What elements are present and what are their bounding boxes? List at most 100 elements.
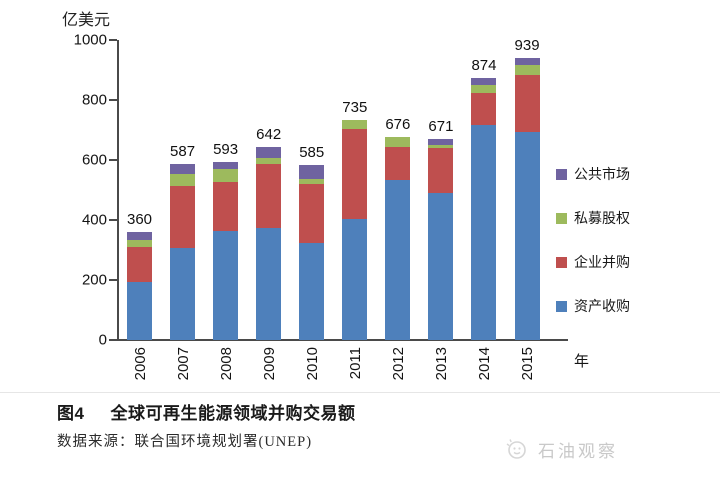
bar-segment-资产收购 <box>385 179 411 340</box>
bar-segment-私募股权 <box>385 137 411 148</box>
bar-total-label: 642 <box>256 126 282 144</box>
bar-segment-企业并购 <box>342 129 368 219</box>
legend-item: 企业并购 <box>556 252 630 272</box>
y-tick-label: 400 <box>81 211 107 229</box>
y-axis-title: 亿美元 <box>62 12 111 29</box>
bar-segment-资产收购 <box>342 218 368 340</box>
legend: 公共市场私募股权企业并购资产收购 <box>556 164 630 316</box>
legend-label: 私募股权 <box>574 210 630 226</box>
bar-segment-资产收购 <box>127 282 152 340</box>
bar-segment-私募股权 <box>342 119 368 130</box>
bar-segment-资产收购 <box>471 125 497 340</box>
bar-segment-资产收购 <box>299 243 325 340</box>
bar-segment-资产收购 <box>514 132 540 340</box>
y-tick-mark <box>109 279 117 281</box>
legend-label: 企业并购 <box>574 254 630 270</box>
x-tick-label: 2012 <box>389 347 407 381</box>
bar-column: 360 <box>127 211 152 340</box>
x-tick-label: 2007 <box>174 347 192 381</box>
bar-segment-企业并购 <box>170 186 196 248</box>
legend-item: 私募股权 <box>556 208 630 228</box>
bar-segment-企业并购 <box>428 148 454 194</box>
bar-column: 735 <box>342 99 368 340</box>
bar-segment-私募股权 <box>299 178 325 184</box>
bar-total-label: 585 <box>299 143 325 161</box>
legend-label: 资产收购 <box>574 298 630 314</box>
bar-total-label: 671 <box>428 117 454 135</box>
bar-segment-企业并购 <box>299 183 325 244</box>
bar-segment-公共市场 <box>514 58 540 65</box>
bar-segment-私募股权 <box>213 168 239 182</box>
bar-total-label: 874 <box>471 56 497 74</box>
section-divider <box>0 392 720 393</box>
plot-area: 年 0 200 400 600 800 1000 2006 360 2007 587 2008 593… <box>74 32 589 381</box>
y-tick-mark <box>109 99 117 101</box>
bar-column: 585 <box>299 144 325 340</box>
y-tick-label: 200 <box>81 271 107 289</box>
figure-title: 全球可再生能源领域并购交易额 <box>110 404 356 423</box>
bar-segment-私募股权 <box>514 64 540 75</box>
bar-segment-公共市场 <box>428 138 454 145</box>
bar-segment-私募股权 <box>170 174 196 187</box>
legend-item: 公共市场 <box>556 164 630 184</box>
data-source-note: 数据来源：联合国环境规划署(UNEP) <box>57 434 313 450</box>
x-tick-label: 2010 <box>303 347 321 381</box>
bar-segment-资产收购 <box>170 247 196 340</box>
y-tick-mark <box>109 339 117 341</box>
bar-segment-私募股权 <box>256 157 282 165</box>
bar-segment-企业并购 <box>213 181 239 232</box>
x-tick-label: 2009 <box>260 347 278 381</box>
y-axis-line <box>117 40 119 340</box>
bar-segment-公共市场 <box>256 147 282 158</box>
sun-face-doodle-icon <box>503 436 529 462</box>
bar-segment-资产收购 <box>213 231 239 340</box>
bar-total-label: 735 <box>342 98 368 116</box>
watermark: 石油观察 <box>503 436 618 462</box>
bar-segment-公共市场 <box>127 232 152 241</box>
watermark-text: 石油观察 <box>538 441 618 461</box>
bar-segment-企业并购 <box>127 247 152 283</box>
bar-column: 642 <box>256 126 282 340</box>
bar-column: 874 <box>471 57 497 340</box>
x-axis-line <box>112 339 568 341</box>
bar-segment-私募股权 <box>428 144 454 149</box>
bar-segment-企业并购 <box>514 74 540 133</box>
bar-column: 671 <box>428 118 454 340</box>
bar-total-label: 593 <box>213 141 239 159</box>
bar-segment-私募股权 <box>127 240 152 248</box>
bar-segment-资产收购 <box>428 193 454 340</box>
y-tick-label: 800 <box>81 91 107 109</box>
legend-swatch <box>556 300 567 312</box>
bar-segment-资产收购 <box>256 227 282 340</box>
x-tick-label: 2014 <box>475 347 493 381</box>
y-tick-mark <box>109 219 117 221</box>
legend-swatch <box>556 256 567 268</box>
y-tick-label: 0 <box>98 331 107 349</box>
x-tick-label: 2006 <box>131 347 149 381</box>
y-tick-label: 1000 <box>73 31 107 49</box>
bar-segment-公共市场 <box>299 164 325 179</box>
x-tick-label: 2011 <box>346 347 364 380</box>
bar-segment-私募股权 <box>471 85 497 93</box>
legend-swatch <box>556 212 567 224</box>
legend-item: 资产收购 <box>556 296 630 316</box>
y-tick-mark <box>109 39 117 41</box>
bar-total-label: 587 <box>170 142 196 160</box>
figure-caption: 图4 全球可再生能源领域并购交易额 <box>57 399 355 424</box>
bar-segment-企业并购 <box>471 92 497 126</box>
bar-segment-企业并购 <box>385 147 411 180</box>
legend-swatch <box>556 168 567 180</box>
bar-column: 939 <box>514 37 540 340</box>
bar-total-label: 676 <box>385 116 411 134</box>
y-tick-mark <box>109 159 117 161</box>
figure-number: 图4 <box>57 404 85 423</box>
bar-segment-公共市场 <box>170 163 196 175</box>
bar-segment-企业并购 <box>256 164 282 228</box>
bar-total-label: 939 <box>514 37 540 55</box>
y-tick-label: 600 <box>81 151 107 169</box>
legend-label: 公共市场 <box>574 166 630 182</box>
bar-column: 593 <box>213 141 239 340</box>
bar-segment-公共市场 <box>471 77 497 86</box>
x-tick-label: 2008 <box>217 347 235 381</box>
x-tick-label: 2015 <box>519 347 537 381</box>
